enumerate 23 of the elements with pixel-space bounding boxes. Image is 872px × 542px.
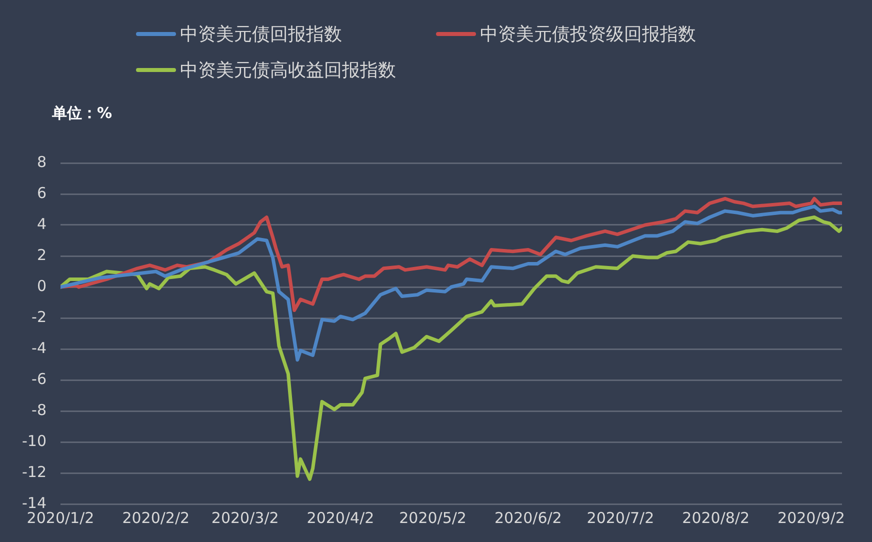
y-tick-label: -4 [32,338,46,357]
y-tick-label: -6 [32,370,46,388]
x-tick-label: 2020/2/2 [122,508,190,527]
y-tick-label: -12 [22,462,46,481]
y-tick-label: 2 [36,246,46,264]
legend-label: 中资美元债回报指数 [180,23,342,46]
x-tick-label: 2020/8/2 [682,508,750,527]
x-tick-label: 2020/6/2 [494,508,562,527]
legend-label: 中资美元债投资级回报指数 [480,23,696,46]
x-tick-label: 2020/3/2 [211,508,279,527]
x-tick-label: 2020/9/2 [778,508,845,527]
x-tick-label: 2020/4/2 [306,508,374,527]
x-tick-label: 2020/5/2 [399,508,466,527]
y-tick-label: 8 [36,152,46,171]
y-tick-label: 4 [36,214,46,233]
y-tick-label: -10 [22,432,46,450]
y-axis-title: 单位：% [52,104,112,123]
x-tick-label: 2020/7/2 [586,508,654,527]
y-tick-label: 6 [36,184,46,202]
y-tick-label: -8 [32,400,46,419]
legend-label: 中资美元债高收益回报指数 [180,59,396,82]
y-tick-label: -2 [32,308,46,326]
y-tick-label: 0 [36,276,46,295]
